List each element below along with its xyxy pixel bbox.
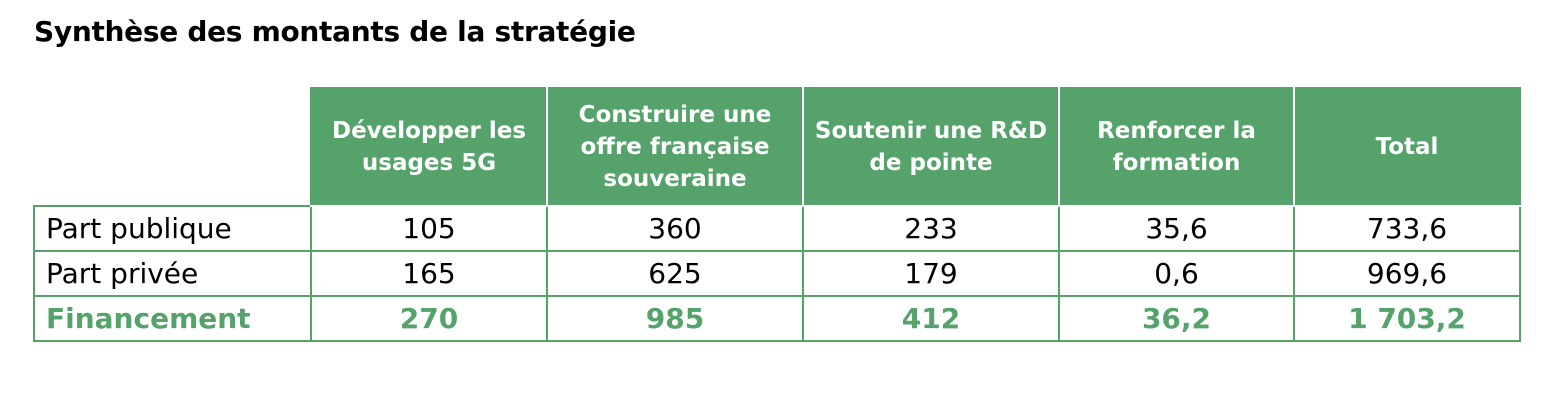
table-cell: 233	[802, 205, 1060, 252]
table-cell: 985	[546, 295, 804, 342]
row-label: Financement	[33, 295, 312, 342]
table-cell: 733,6	[1293, 205, 1521, 252]
table-cell: 105	[310, 205, 548, 252]
table-header-row: Développer les usages 5G Construire une …	[34, 87, 1521, 207]
table-row-financement: Financement 270 985 412 36,2 1 703,2	[33, 295, 1521, 342]
summary-table: Développer les usages 5G Construire une …	[33, 87, 1521, 342]
column-header-rd: Soutenir une R&D de pointe	[802, 87, 1060, 207]
table-cell: 165	[310, 250, 548, 297]
table-cell: 0,6	[1058, 250, 1295, 297]
table-cell: 35,6	[1058, 205, 1295, 252]
table-row-part-publique: Part publique 105 360 233 35,6 733,6	[33, 205, 1521, 252]
table-cell: 412	[802, 295, 1060, 342]
table-cell: 1 703,2	[1293, 295, 1521, 342]
table-cell: 179	[802, 250, 1060, 297]
table-row-part-privee: Part privée 165 625 179 0,6 969,6	[33, 250, 1521, 297]
table-corner-cell	[34, 88, 311, 206]
table-cell: 625	[546, 250, 804, 297]
table-cell: 360	[546, 205, 804, 252]
table-cell: 969,6	[1293, 250, 1521, 297]
row-label: Part publique	[33, 205, 312, 252]
table-cell: 36,2	[1058, 295, 1295, 342]
column-header-offre-souveraine: Construire une offre française souverain…	[546, 87, 804, 207]
table-cell: 270	[310, 295, 548, 342]
column-header-usages-5g: Développer les usages 5G	[310, 87, 548, 207]
page-title: Synthèse des montants de la stratégie	[34, 15, 636, 48]
column-header-total: Total	[1293, 87, 1521, 207]
column-header-formation: Renforcer la formation	[1058, 87, 1295, 207]
row-label: Part privée	[33, 250, 312, 297]
